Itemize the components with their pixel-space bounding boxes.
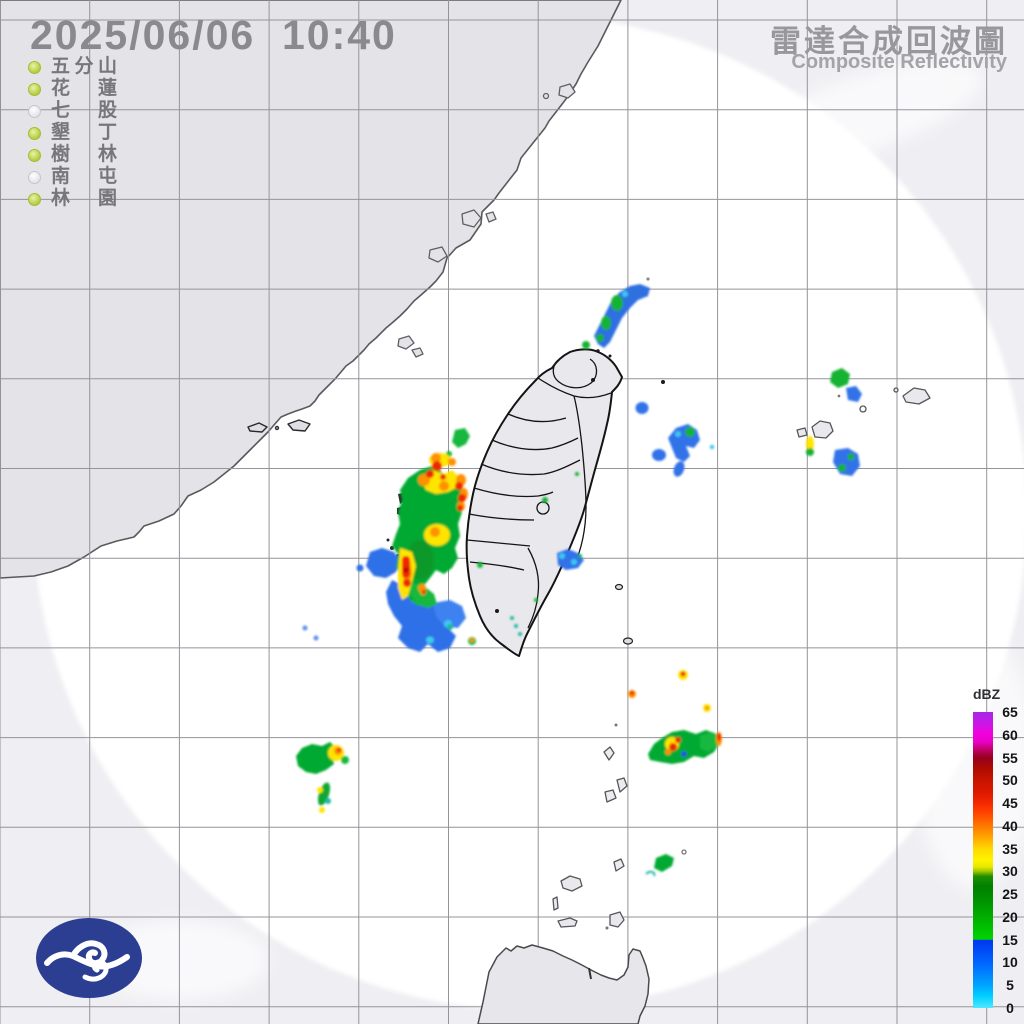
echo-right-edge: [806, 368, 862, 476]
dbz-color-bar: [973, 712, 993, 1008]
station-name: 花蓮: [51, 78, 117, 99]
echo-main-west-cluster: [356, 428, 483, 652]
dbz-tick-label: 40: [1002, 817, 1018, 834]
dbz-tick-label: 10: [1002, 954, 1018, 971]
station-row: 花蓮: [28, 78, 117, 100]
dbz-legend: dBZ 65 60 55 50 45 40 35 30 25 20 15 10 5 0: [971, 686, 1023, 1024]
station-active-dot: [28, 192, 41, 206]
dbz-legend-unit: dBZ: [973, 686, 1001, 702]
station-row: 墾丁: [28, 122, 117, 144]
echo-southwest-far: [296, 625, 349, 813]
station-inactive-dot: [28, 170, 41, 184]
county-borders: [466, 358, 612, 629]
dbz-tick-label: 35: [1002, 840, 1018, 857]
station-name: 墾丁: [51, 122, 117, 143]
station-row: 七股: [28, 100, 117, 122]
cwa-logo-wave: [44, 940, 130, 982]
station-name: 樹林: [51, 144, 117, 165]
luzon-coast: [477, 875, 650, 1024]
dbz-tick-label: 50: [1002, 772, 1018, 789]
dbz-tick-label: 25: [1002, 886, 1018, 903]
radar-station-list: 五分山花蓮七股墾丁樹林南屯林園: [28, 56, 117, 210]
station-active-dot: [28, 82, 41, 96]
station-name: 五分山: [51, 56, 117, 77]
radar-echoes: [296, 284, 862, 877]
page-title-zh: 雷達合成回波圖: [770, 24, 1008, 59]
dbz-tick-label: 5: [1006, 977, 1014, 994]
page-title-en: Composite Reflectivity: [791, 51, 1007, 73]
timestamp: 2025/06/06 10:40: [30, 12, 397, 58]
station-active-dot: [28, 148, 41, 162]
station-name: 南屯: [51, 166, 117, 187]
station-row: 南屯: [28, 166, 117, 188]
station-name: 七股: [51, 100, 117, 121]
station-active-dot: [28, 126, 41, 140]
echo-east-patches: [635, 402, 715, 477]
echo-misc: [510, 472, 584, 636]
echo-southeast-cluster: [628, 670, 722, 877]
dbz-tick-label: 55: [1002, 749, 1018, 766]
station-name: 林園: [51, 188, 117, 209]
kinmen-islands: [247, 419, 311, 433]
dbz-tick-label: 0: [1006, 1000, 1014, 1016]
cwa-logo: [36, 918, 142, 998]
station-row: 林園: [28, 188, 117, 210]
station-row: 五分山: [28, 56, 117, 78]
dbz-tick-label: 65: [1002, 704, 1018, 720]
dbz-tick-label: 60: [1002, 726, 1018, 743]
yaeyama-islands: [796, 387, 931, 439]
station-row: 樹林: [28, 144, 117, 166]
station-inactive-dot: [28, 104, 41, 118]
dbz-tick-label: 30: [1002, 863, 1018, 880]
station-active-dot: [28, 60, 41, 74]
batanes-islands: [603, 723, 687, 872]
echo-northeast-band: [582, 284, 650, 349]
dbz-tick-label: 15: [1002, 931, 1018, 948]
dbz-tick-label: 20: [1002, 908, 1018, 925]
dbz-tick-label: 45: [1002, 795, 1018, 812]
